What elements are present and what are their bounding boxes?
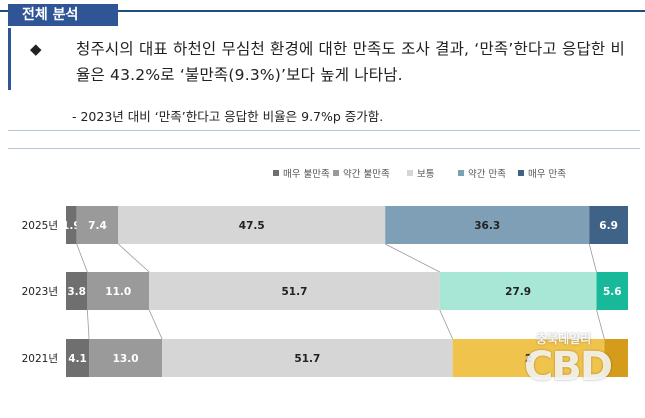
connector-line-1-4 [596, 309, 605, 340]
connector-line-1-3 [439, 309, 454, 340]
row-label-1: 2023년 [22, 286, 58, 298]
legend-label-4: 약간 만족 [468, 168, 506, 180]
legend-label-5: 매우 만족 [528, 169, 566, 180]
top-rule [0, 10, 645, 12]
diamond-bullet-icon: ◆ [30, 40, 42, 58]
data-label-0-0: 1.9 [62, 220, 81, 232]
data-label-0-1: 7.4 [88, 220, 107, 232]
data-label-0-3: 36.3 [474, 220, 500, 232]
comparison-note: - 2023년 대비 ‘만족’한다고 응답한 비율은 9.7%p 증가함. [72, 109, 384, 124]
summary-box [8, 28, 638, 90]
connector-line-0-1 [76, 243, 88, 273]
bar-segment-2-2 [162, 339, 453, 377]
legend-label-2: 약간 불만족 [343, 168, 390, 180]
row-label-2: 2021년 [22, 353, 58, 365]
bar-segment-0-1 [76, 206, 119, 244]
legend-swatch-3 [407, 170, 413, 176]
data-label-2-2: 51.7 [294, 353, 320, 365]
connector-line-0-3 [385, 243, 440, 273]
connector-line-1-1 [86, 309, 90, 340]
data-label-1-4: 5.6 [603, 286, 622, 298]
legend-swatch-2 [333, 170, 339, 176]
legend-label-1: 매우 불만족 [283, 169, 330, 180]
bar-segment-1-0 [66, 272, 88, 310]
bar-segment-0-3 [385, 206, 590, 244]
bar-segment-2-1 [89, 339, 163, 377]
summary-text: 청주시의 대표 하천인 무심천 환경에 대한 만족도 조사 결과, ‘만족’한다… [76, 40, 625, 84]
connector-line-0-2 [117, 243, 150, 273]
divider-top [8, 130, 640, 131]
data-label-1-3: 27.9 [505, 286, 531, 298]
data-label-2-3: 2 [525, 353, 532, 365]
bar-segment-1-1 [87, 272, 150, 310]
bar-segment-2-3 [452, 339, 605, 377]
data-label-2-1: 13.0 [113, 353, 139, 365]
legend-swatch-4 [458, 170, 464, 176]
data-label-1-2: 51.7 [281, 286, 307, 298]
data-label-0-2: 47.5 [239, 220, 265, 232]
data-label-2-0: 4.1 [68, 353, 87, 365]
bar-segment-0-4 [589, 206, 628, 244]
divider-chart-top [8, 148, 640, 149]
bar-segment-0-2 [118, 206, 386, 244]
bar-segment-2-4 [604, 339, 628, 377]
section-title: 전체 분석 [8, 4, 118, 26]
connector-line-1-2 [148, 309, 163, 340]
legend-swatch-1 [273, 170, 279, 176]
legend-label-3: 보통 [417, 169, 435, 180]
data-label-0-4: 6.9 [599, 220, 618, 232]
bar-segment-1-3 [439, 272, 597, 310]
data-label-1-0: 3.8 [67, 286, 86, 298]
connector-line-0-4 [588, 243, 597, 273]
bar-segment-2-0 [66, 339, 90, 377]
legend-swatch-5 [518, 170, 524, 176]
row-label-0: 2025년 [22, 220, 58, 232]
bar-segment-0-0 [66, 206, 77, 244]
data-label-1-1: 11.0 [105, 286, 131, 298]
bar-segment-1-4 [596, 272, 628, 310]
bar-segment-1-2 [149, 272, 440, 310]
stacked-bar-chart: 매우 불만족 약간 불만족 보통 약간 만족 매우 만족 2025년 1.9 7.4 47.5 3… [22, 168, 628, 377]
